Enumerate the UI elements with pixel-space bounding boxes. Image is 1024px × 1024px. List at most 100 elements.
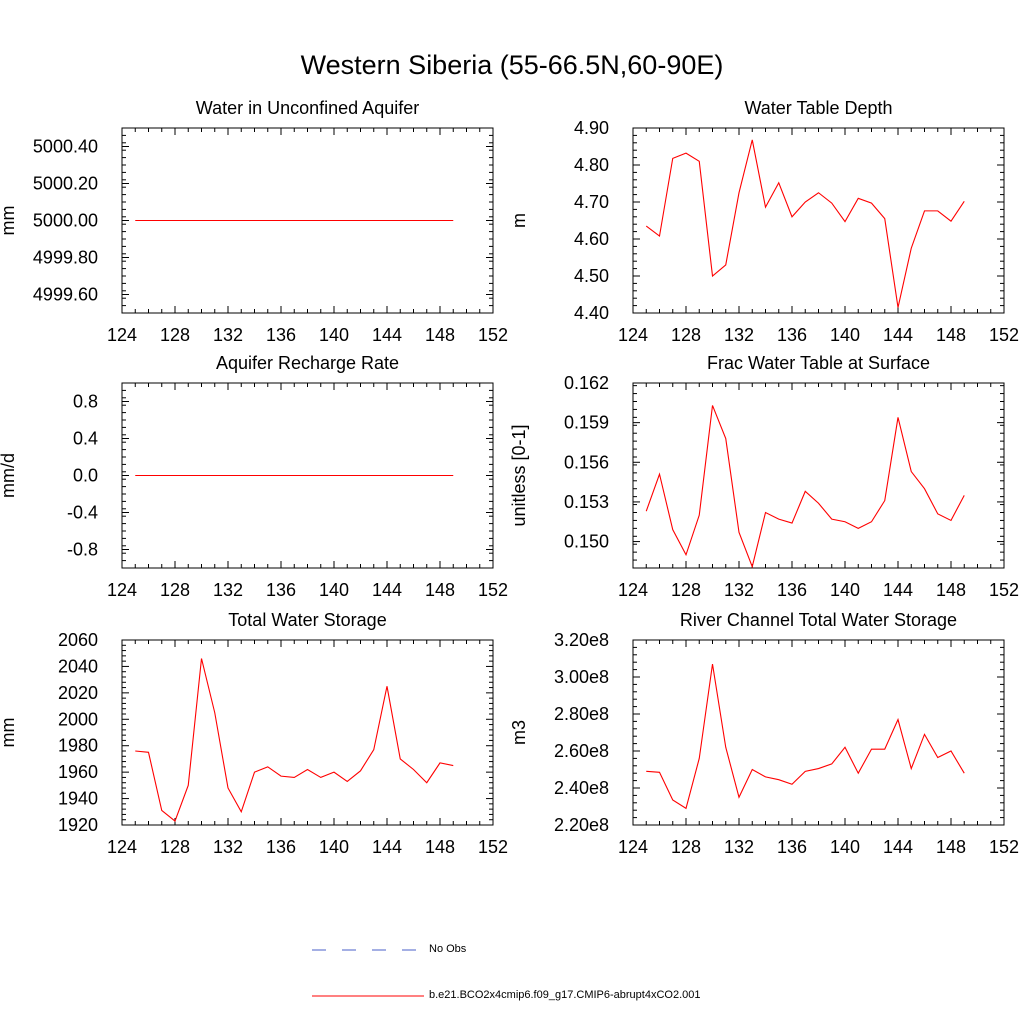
y-tick-label: 2020 — [58, 683, 98, 703]
series-line — [645, 405, 965, 569]
y-tick-label: 4.50 — [574, 266, 609, 286]
x-tick-label: 128 — [160, 325, 190, 345]
panel-3: Frac Water Table at Surface unitless [0-1… — [509, 353, 1019, 600]
series-line — [645, 139, 965, 308]
x-tick-label: 136 — [266, 325, 296, 345]
y-tick-label: 0.156 — [564, 452, 609, 472]
y-axis-label: mm — [0, 206, 18, 236]
x-tick-label: 128 — [671, 580, 701, 600]
y-tick-label: 5000.20 — [33, 174, 98, 194]
panel-5: River Channel Total Water Storage m3 124 12… — [509, 610, 1019, 857]
y-tick-label: 0.150 — [564, 532, 609, 552]
y-tick-label: 0.159 — [564, 413, 609, 433]
x-tick-label: 124 — [618, 837, 648, 857]
panel-title: Water Table Depth — [744, 98, 892, 118]
y-axis-label: m3 — [509, 720, 529, 745]
y-tick-label: 4.60 — [574, 229, 609, 249]
y-tick-label: 1960 — [58, 762, 98, 782]
x-tick-label: 136 — [266, 837, 296, 857]
plot-frame — [632, 127, 1005, 314]
y-tick-label: 1980 — [58, 736, 98, 756]
x-tick-label: 128 — [671, 837, 701, 857]
y-axis-label: mm — [0, 718, 18, 748]
panel-0: Water in Unconfined Aquifer mm 124 128 132 13… — [0, 98, 508, 345]
panel-1: Water Table Depth m 124 128 132 136 140 144 148 1… — [509, 98, 1019, 345]
x-tick-label: 144 — [883, 837, 913, 857]
x-tick-label: 128 — [160, 580, 190, 600]
x-tick-label: 148 — [425, 580, 455, 600]
legend-label-model: b.e21.BCO2x4cmip6.f09_g17.CMIP6-abrupt4x… — [429, 989, 701, 1001]
x-tick-label: 152 — [989, 325, 1019, 345]
x-tick-label: 144 — [883, 580, 913, 600]
x-tick-label: 140 — [319, 837, 349, 857]
x-tick-label: 152 — [478, 580, 508, 600]
y-tick-label: 2.60e8 — [554, 741, 609, 761]
x-tick-label: 132 — [724, 837, 754, 857]
panel-title: Water in Unconfined Aquifer — [196, 98, 419, 118]
y-tick-label: 0.4 — [73, 429, 98, 449]
y-tick-label: 0.162 — [564, 373, 609, 393]
figure-title: Western Siberia (55-66.5N,60-90E) — [300, 50, 724, 80]
y-tick-label: 2060 — [58, 630, 98, 650]
y-axis-label: unitless [0-1] — [509, 424, 529, 526]
y-axis-label: m — [509, 213, 529, 228]
x-tick-label: 140 — [319, 325, 349, 345]
y-tick-label: 2000 — [58, 709, 98, 729]
panel-title: River Channel Total Water Storage — [680, 610, 957, 630]
x-tick-label: 124 — [107, 325, 137, 345]
x-tick-label: 132 — [213, 580, 243, 600]
x-tick-label: 140 — [830, 837, 860, 857]
y-tick-label: 3.20e8 — [554, 630, 609, 650]
panel-2: Aquifer Recharge Rate mm/d 124 128 132 136 140… — [0, 353, 508, 600]
y-axis-label: mm/d — [0, 453, 18, 498]
x-tick-label: 148 — [936, 837, 966, 857]
x-tick-label: 124 — [107, 837, 137, 857]
y-tick-label: 4999.80 — [33, 248, 98, 268]
y-tick-label: 2.80e8 — [554, 704, 609, 724]
plot-frame — [632, 382, 1005, 569]
panel-4: Total Water Storage mm 124 128 132 136 140 144 1… — [0, 610, 508, 857]
y-tick-label: 0.8 — [73, 392, 98, 412]
x-tick-label: 148 — [936, 325, 966, 345]
x-tick-label: 152 — [989, 580, 1019, 600]
x-tick-label: 148 — [936, 580, 966, 600]
x-tick-label: 152 — [478, 837, 508, 857]
x-tick-label: 136 — [777, 325, 807, 345]
y-tick-label: -0.8 — [67, 540, 98, 560]
x-tick-label: 144 — [372, 580, 402, 600]
x-tick-label: 144 — [372, 837, 402, 857]
x-tick-label: 124 — [618, 325, 648, 345]
y-tick-label: 0.0 — [73, 466, 98, 486]
legend-label-obs: No Obs — [429, 943, 467, 955]
x-tick-label: 152 — [989, 837, 1019, 857]
y-tick-label: 1920 — [58, 815, 98, 835]
y-tick-label: 5000.40 — [33, 137, 98, 157]
x-tick-label: 124 — [107, 580, 137, 600]
x-tick-label: 136 — [777, 580, 807, 600]
panel-title: Aquifer Recharge Rate — [216, 353, 399, 373]
y-tick-label: 4.80 — [574, 155, 609, 175]
series-line — [646, 663, 965, 810]
y-tick-label: 2.40e8 — [554, 778, 609, 798]
x-tick-label: 152 — [478, 325, 508, 345]
y-tick-label: 2.20e8 — [554, 815, 609, 835]
x-tick-label: 140 — [830, 325, 860, 345]
panel-title: Total Water Storage — [228, 610, 386, 630]
x-tick-label: 148 — [425, 837, 455, 857]
x-tick-label: 144 — [883, 325, 913, 345]
y-tick-label: 4999.60 — [33, 285, 98, 305]
x-tick-label: 136 — [266, 580, 296, 600]
y-tick-label: 3.00e8 — [554, 667, 609, 687]
y-tick-label: -0.4 — [67, 503, 98, 523]
panel-title: Frac Water Table at Surface — [707, 353, 930, 373]
y-tick-label: 0.153 — [564, 492, 609, 512]
x-tick-label: 128 — [160, 837, 190, 857]
plot-frame — [121, 639, 494, 826]
x-tick-label: 140 — [830, 580, 860, 600]
x-tick-label: 132 — [213, 325, 243, 345]
series-line — [135, 658, 454, 822]
y-tick-label: 4.90 — [574, 118, 609, 138]
y-tick-label: 4.40 — [574, 303, 609, 323]
x-tick-label: 136 — [777, 837, 807, 857]
